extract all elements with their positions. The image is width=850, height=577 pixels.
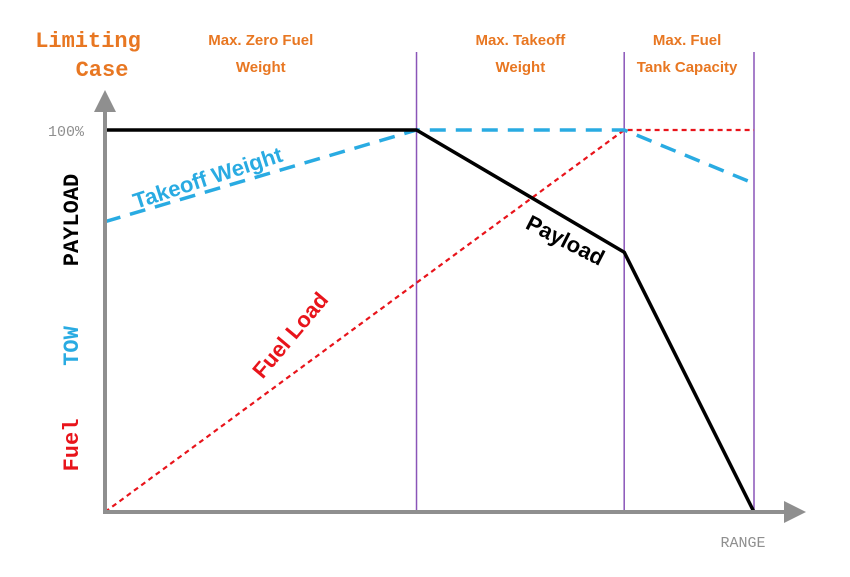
y-label-payload: PAYLOAD bbox=[60, 174, 85, 266]
y-axis-arrowhead bbox=[94, 90, 116, 112]
y-tick-100: 100% bbox=[48, 124, 85, 141]
region-1-label-line2: Weight bbox=[236, 59, 286, 76]
x-axis-label: RANGE bbox=[720, 535, 765, 552]
region-labels: Max. Zero Fuel Weight Max. Takeoff Weight Ma… bbox=[208, 32, 738, 76]
axes bbox=[94, 90, 806, 523]
series-line-takeoff-weight bbox=[104, 128, 755, 224]
y-label-tow: TOW bbox=[60, 325, 85, 365]
y-label-fuel: Fuel bbox=[60, 419, 85, 472]
region-boundaries bbox=[415, 52, 755, 512]
series-line-payload bbox=[105, 128, 756, 513]
corner-title-line2: Case bbox=[76, 58, 129, 83]
region-3-label-line2: Tank Capacity bbox=[637, 59, 738, 76]
region-3-label-line1: Max. Fuel bbox=[653, 32, 721, 49]
series-label-takeoff-weight: Takeoff Weight bbox=[130, 142, 286, 214]
region-2-label-line2: Weight bbox=[496, 59, 546, 76]
region-1-label-line1: Max. Zero Fuel bbox=[208, 32, 313, 49]
region-2-label-line1: Max. Takeoff bbox=[475, 32, 566, 49]
series-lines bbox=[104, 128, 756, 513]
series-label-fuel-load: Fuel Load bbox=[247, 287, 333, 383]
x-axis-arrowhead bbox=[784, 501, 806, 523]
series-line-fuel-load bbox=[104, 128, 754, 513]
corner-title-line1: Limiting bbox=[35, 29, 141, 54]
